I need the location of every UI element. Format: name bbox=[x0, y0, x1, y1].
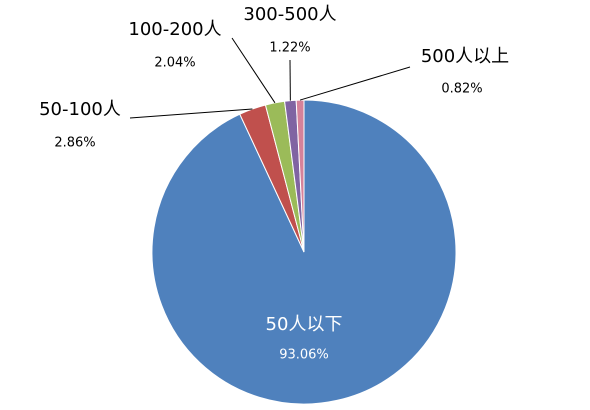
slice-label: 50-100人 bbox=[39, 99, 121, 120]
slice-label: 300-500人 bbox=[243, 4, 336, 25]
leader-line bbox=[129, 108, 253, 119]
leader-line bbox=[231, 37, 276, 104]
value-label: 93.06% bbox=[279, 348, 329, 363]
value-label: 0.82% bbox=[441, 82, 482, 97]
slice-label: 100-200人 bbox=[128, 19, 221, 40]
value-label: 2.86% bbox=[54, 136, 95, 151]
pie-slice bbox=[295, 99, 305, 253]
value-label: 1.22% bbox=[269, 41, 310, 56]
slice-label: 50人以下 bbox=[266, 314, 343, 335]
leader-line bbox=[299, 66, 411, 101]
slice-label: 500人以上 bbox=[421, 46, 509, 67]
value-label: 2.04% bbox=[154, 56, 195, 71]
